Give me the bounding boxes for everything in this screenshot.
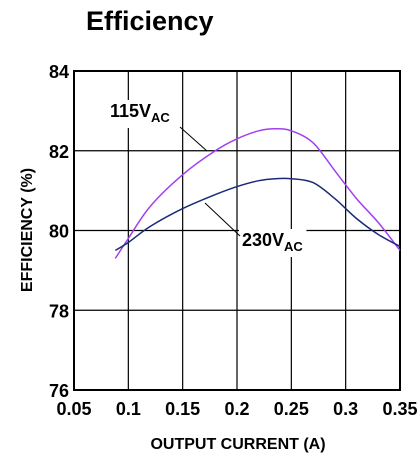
x-tick-label: 0.05	[56, 399, 91, 419]
series-line-0	[114, 128, 401, 259]
y-tick-label: 76	[49, 381, 69, 401]
x-tick-label: 0.2	[224, 399, 249, 419]
series-annotation-0: 115VAC	[110, 101, 170, 125]
y-tick-label: 80	[49, 222, 69, 242]
series-line-1	[114, 177, 401, 252]
y-tick-label: 84	[49, 62, 69, 82]
y-tick-label: 78	[49, 301, 69, 321]
series-annotations: 115VAC 230VAC	[107, 100, 307, 257]
x-tick-label: 0.25	[274, 399, 309, 419]
axis-ticks: 0.05 0.1 0.15 0.2 0.25 0.3 0.35 76 78 80 82 84	[49, 62, 418, 419]
y-axis-label: EFFICIENCY (%)	[19, 168, 36, 292]
x-tick-label: 0.3	[333, 399, 358, 419]
plot-frame	[73, 70, 401, 391]
x-tick-label: 0.15	[165, 399, 200, 419]
annotation-backdrop	[107, 100, 174, 128]
grid-lines	[74, 71, 400, 390]
chart-title: Efficiency	[86, 6, 214, 36]
x-tick-label: 0.1	[116, 399, 141, 419]
annotation-leader-line	[179, 126, 208, 152]
y-tick-label: 82	[49, 142, 69, 162]
annotation-backdrop	[239, 229, 307, 257]
series-lines	[114, 128, 401, 259]
x-axis-label: OUTPUT CURRENT (A)	[150, 436, 325, 453]
x-tick-label: 0.35	[382, 399, 417, 419]
series-annotation-1: 230VAC	[242, 230, 303, 254]
annotation-leader-line	[204, 202, 241, 237]
